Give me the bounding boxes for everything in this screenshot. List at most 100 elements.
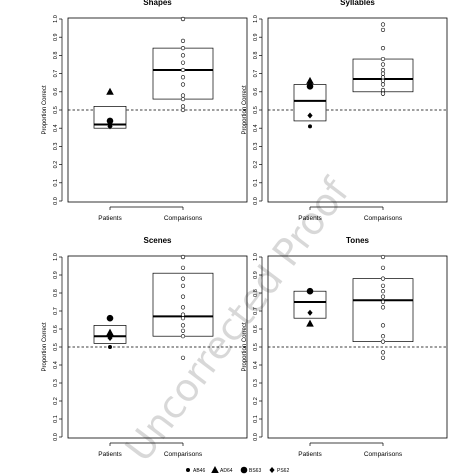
comparison-point	[380, 46, 386, 51]
y-tick-label: 0.9	[53, 33, 59, 41]
comparison-point	[180, 294, 186, 299]
comparison-point	[380, 265, 386, 270]
y-tick-label: 0.2	[253, 397, 259, 405]
comparison-point	[380, 75, 386, 80]
patient-point	[107, 335, 113, 341]
comparison-point	[180, 53, 186, 58]
y-tick-label: 0.2	[53, 397, 59, 405]
legend-label: AB46	[193, 468, 205, 474]
comparison-point	[380, 87, 386, 93]
comparison-point	[380, 22, 386, 27]
panel-syllables: Syllables 0.0 0.1 0.2 0.3 0.4 0.5 0.6 0.7 0.8 0.9 1…	[242, 0, 448, 222]
comparison-point	[380, 334, 386, 339]
comparison-point	[180, 46, 186, 51]
y-tick-label: 0.4	[253, 124, 259, 132]
comparison-point	[380, 350, 386, 355]
legend-symbol	[269, 467, 275, 473]
patient-point	[106, 328, 114, 336]
y-tick-label: 0.9	[53, 271, 59, 279]
comparison-point	[180, 93, 186, 98]
y-axis-label: Proportion Correct	[42, 322, 48, 371]
y-tick-label: 1.0	[53, 15, 59, 23]
y-tick-label: 0.0	[53, 433, 59, 441]
comparison-point	[380, 27, 386, 33]
comparison-point	[380, 276, 386, 281]
patient-point	[306, 83, 314, 90]
legend-symbol	[240, 466, 248, 474]
comparison-point	[180, 67, 186, 73]
patient-point	[306, 76, 314, 84]
comparison-point	[380, 339, 386, 344]
patient-point	[307, 112, 313, 119]
legend-symbol	[186, 468, 190, 472]
y-axis-label: Proportion Correct	[42, 85, 48, 134]
y-tick-label: 0.0	[253, 433, 259, 441]
y-tick-label: 0.5	[253, 343, 259, 351]
y-tick-label: 0.9	[253, 271, 259, 279]
panel-title: Shapes	[143, 0, 172, 7]
y-tick-label: 0.0	[253, 197, 259, 205]
patient-point	[108, 124, 112, 129]
y-tick-label: 0.6	[53, 325, 59, 333]
y-axis-label: Proportion Correct	[242, 85, 248, 134]
y-tick-label: 0.8	[53, 289, 59, 297]
comparison-point	[180, 265, 186, 270]
comparison-point	[380, 355, 386, 360]
y-tick-label: 0.7	[53, 307, 59, 315]
x-tick-label: Comparisons	[164, 451, 203, 458]
legend-label: AD64	[220, 468, 233, 474]
patient-point	[308, 289, 312, 294]
comparison-point	[180, 60, 186, 65]
comparison-point	[380, 305, 386, 310]
comparison-point	[180, 82, 186, 87]
x-tick-label: Patients	[98, 215, 122, 222]
panel-title: Syllables	[340, 0, 375, 7]
comparison-point	[380, 91, 386, 96]
legend-symbol	[211, 466, 219, 473]
patient-point	[106, 314, 114, 322]
panel-tones: Tones 0.0 0.1 0.2 0.3 0.4 0.5 0.6 0.7 0.8 0.9 1.0 Pr…	[242, 236, 448, 458]
patient-point	[108, 345, 112, 349]
comparison-point	[180, 323, 186, 328]
patient-point	[306, 319, 314, 327]
y-tick-label: 1.0	[253, 15, 259, 23]
y-tick-label: 0.3	[53, 143, 59, 151]
legend: AB46 AD64 BS63 PS62	[186, 466, 289, 474]
comparison-point	[180, 305, 186, 310]
y-tick-label: 0.1	[53, 415, 59, 423]
y-tick-label: 0.3	[253, 143, 259, 151]
patient-point	[307, 309, 313, 316]
y-tick-label: 0.6	[253, 88, 259, 96]
y-tick-label: 0.5	[53, 343, 59, 351]
comparison-point	[180, 312, 186, 317]
y-tick-label: 0.4	[53, 361, 59, 369]
x-tick-label: Patients	[98, 451, 122, 458]
comparison-point	[180, 283, 186, 288]
y-tick-label: 1.0	[53, 253, 59, 261]
y-tick-label: 0.5	[253, 106, 259, 114]
x-tick-label: Comparisons	[364, 451, 403, 458]
x-tick-label: Comparisons	[164, 215, 203, 222]
panel-title: Scenes	[143, 236, 172, 245]
y-tick-label: 1.0	[253, 253, 259, 261]
x-tick-label: Patients	[298, 215, 322, 222]
comparison-point	[180, 254, 186, 260]
comparison-point	[180, 355, 186, 360]
comparison-point	[380, 323, 386, 328]
comparison-point	[380, 71, 386, 76]
y-tick-label: 0.3	[53, 379, 59, 387]
comparison-point	[180, 334, 186, 339]
y-tick-label: 0.2	[253, 161, 259, 169]
y-tick-label: 0.1	[253, 415, 259, 423]
comparison-point	[180, 96, 186, 102]
panel-scenes: Scenes 0.0 0.1 0.2 0.3 0.4 0.5 0.6 0.7 0.8 0.9 1.0 P…	[42, 236, 248, 458]
x-tick-label: Comparisons	[364, 215, 403, 222]
comparison-point	[180, 104, 186, 109]
comparison-point	[380, 294, 386, 299]
y-tick-label: 0.4	[253, 361, 259, 369]
y-tick-label: 0.8	[253, 289, 259, 297]
comparison-point	[180, 16, 186, 22]
y-tick-label: 0.1	[253, 179, 259, 187]
patient-point	[308, 124, 312, 129]
comparison-point	[380, 254, 386, 260]
